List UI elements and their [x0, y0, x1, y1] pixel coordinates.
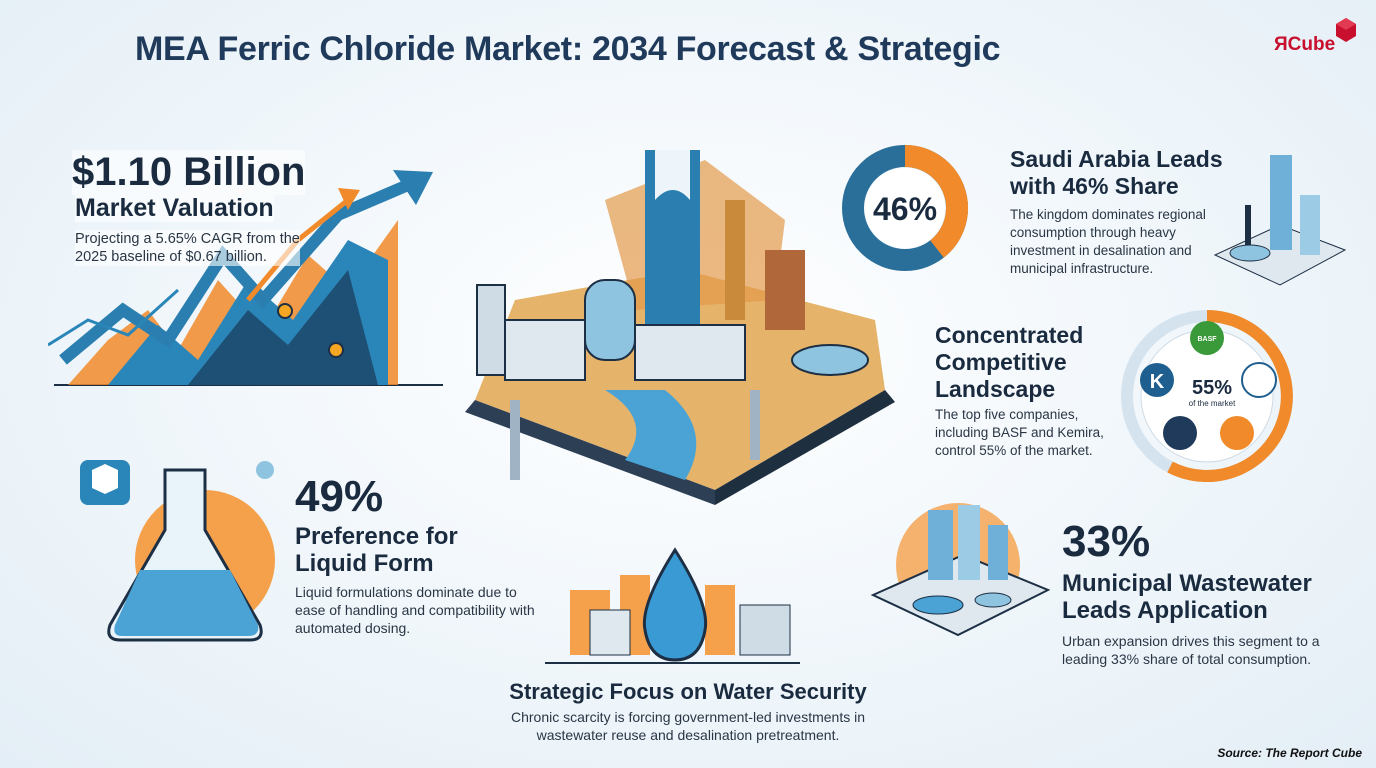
- saudi-heading: Saudi Arabia Leads with 46% Share: [1010, 146, 1223, 199]
- logo: ЯCube: [1274, 18, 1356, 55]
- city-illustration-part: [1300, 195, 1320, 255]
- water-illustration-part: [589, 609, 631, 656]
- valuation-body: Projecting a 5.65% CAGR from the 2025 ba…: [75, 230, 300, 266]
- municipal-headline: 33%: [1062, 517, 1151, 566]
- growth-chart-illustration-part: [48, 288, 180, 347]
- flask-illustration-part: [256, 461, 274, 479]
- plant-illustration-part: [510, 390, 760, 480]
- municipal-illustration-part: [988, 525, 1008, 580]
- plant-illustration: [465, 150, 895, 505]
- competition-ring-part: [1190, 321, 1224, 355]
- valuation-headline: $1.10 Billion: [72, 150, 306, 195]
- plant-illustration-part: [715, 390, 895, 505]
- flask-illustration: [80, 460, 275, 642]
- flask-illustration-part: [92, 464, 118, 494]
- growth-chart-illustration-part: [338, 188, 360, 210]
- growth-chart-illustration-part: [328, 342, 344, 358]
- city-illustration-part: [1270, 155, 1292, 250]
- competition-ring-part: [1220, 416, 1254, 450]
- liquid-body: Liquid formulations dominate due to ease…: [295, 584, 535, 636]
- competition-ring-part: [1241, 362, 1277, 398]
- liquid-headline: 49%: [295, 472, 384, 521]
- plant-illustration-part: [605, 390, 697, 480]
- liquid-subhead: Preference for Liquid Form: [295, 523, 458, 577]
- donut-label: 46%: [873, 191, 937, 227]
- municipal-illustration: [870, 503, 1051, 637]
- ring-caption: of the market: [1189, 399, 1236, 408]
- plant-illustration-part: [504, 319, 586, 381]
- water-illustration-part: [739, 604, 791, 656]
- logo-text: K: [1150, 371, 1165, 393]
- plant-illustration-part: [584, 279, 636, 361]
- growth-chart-illustration-part: [188, 270, 378, 385]
- plant-illustration-part: [765, 250, 805, 330]
- share-donut: 46%: [842, 145, 969, 271]
- plant-illustration-part: [476, 284, 506, 376]
- municipal-illustration-part: [974, 592, 1012, 608]
- logo-part: [1336, 18, 1356, 30]
- water-illustration-part: [705, 585, 735, 655]
- municipal-body: Urban expansion drives this segment to a…: [1062, 633, 1320, 667]
- water-heading: Strategic Focus on Water Security: [509, 679, 867, 704]
- growth-chart-illustration: [48, 170, 443, 386]
- ring-value: 55%: [1192, 377, 1232, 399]
- growth-chart-illustration-part: [277, 303, 293, 319]
- city-illustration-part: [1229, 244, 1271, 262]
- growth-chart-illustration-part: [393, 170, 433, 205]
- municipal-illustration-part: [958, 505, 980, 580]
- plant-illustration-part: [725, 200, 745, 320]
- competition-ring-part: [1163, 416, 1197, 450]
- source-note: Source: The Report Cube: [1217, 746, 1362, 760]
- municipal-subhead: Municipal Wastewater Leads Application: [1062, 570, 1312, 624]
- competition-heading: Concentrated Competitive Landscape: [935, 322, 1084, 402]
- plant-illustration-part: [791, 344, 869, 376]
- share-donut-part: [904, 145, 969, 258]
- municipal-illustration-part: [912, 595, 964, 615]
- municipal-illustration-part: [928, 510, 953, 580]
- share-donut-part: [865, 168, 945, 248]
- valuation-subhead: Market Valuation: [75, 194, 274, 222]
- water-illustration-part: [642, 547, 708, 662]
- logo-text: BASF: [1197, 336, 1217, 343]
- city-illustration: [1213, 155, 1347, 286]
- plant-illustration-part: [634, 324, 746, 381]
- logo-part: ЯCube: [1274, 34, 1335, 55]
- competition-ring: 55% of the market BASF K: [1121, 310, 1293, 482]
- competition-ring-part: [1140, 363, 1174, 397]
- competition-body: The top five companies, including BASF a…: [935, 407, 1104, 458]
- saudi-body: The kingdom dominates regional consumpti…: [1010, 207, 1206, 276]
- flask-illustration-part: [114, 570, 259, 636]
- plant-illustration-part: [465, 400, 715, 505]
- city-illustration-part: [1245, 205, 1251, 255]
- water-illustration: [545, 547, 800, 664]
- page-title: MEA Ferric Chloride Market: 2034 Forecas…: [135, 30, 1001, 68]
- competition-ring-part: [1167, 310, 1293, 482]
- water-body: Chronic scarcity is forcing government-l…: [510, 709, 866, 743]
- plant-illustration-part: [655, 150, 690, 200]
